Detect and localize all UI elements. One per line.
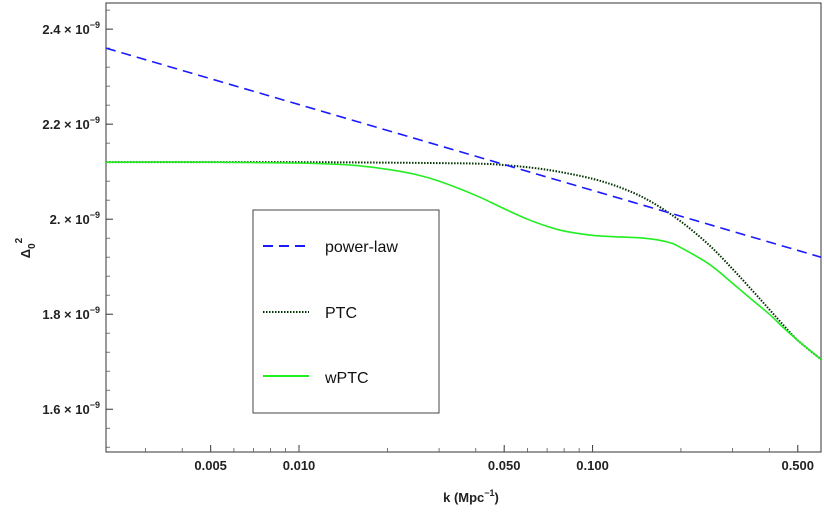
series-line-power-law	[106, 47, 821, 258]
x-tick-label: 0.050	[488, 458, 521, 473]
plot-area	[105, 2, 822, 453]
x-axis-label: k (Mpc−1)	[443, 488, 499, 505]
y-tick-label: 2.2 × 10−9	[42, 115, 100, 132]
series-lines	[106, 47, 821, 361]
x-tick-label: 0.500	[781, 458, 814, 473]
y-tick-label: 1.6 × 10−9	[42, 400, 100, 417]
y-tick-label: 1.8 × 10−9	[42, 305, 100, 322]
y-tick-label: 2. × 10−9	[50, 210, 100, 227]
series-line-wptc	[106, 161, 821, 360]
axis-ticks: 0.005 0.010 0.050 0.100 0.500 1.6 × 10−9 1.8 ×…	[42, 9, 814, 473]
legend-label-wptc: wPTC	[324, 370, 369, 387]
legend-label-power-law: power-law	[325, 239, 398, 256]
x-tick-label: 0.100	[576, 458, 609, 473]
y-tick-label: 2.4 × 10−9	[42, 20, 100, 37]
x-tick-label: 0.005	[194, 458, 227, 473]
x-tick-label: 0.010	[283, 458, 316, 473]
y-axis-label: Δ02	[14, 237, 38, 258]
legend-label-ptc: PTC	[325, 305, 357, 322]
series-line-ptc	[106, 161, 821, 361]
legend: power-law PTC wPTC	[252, 209, 440, 414]
